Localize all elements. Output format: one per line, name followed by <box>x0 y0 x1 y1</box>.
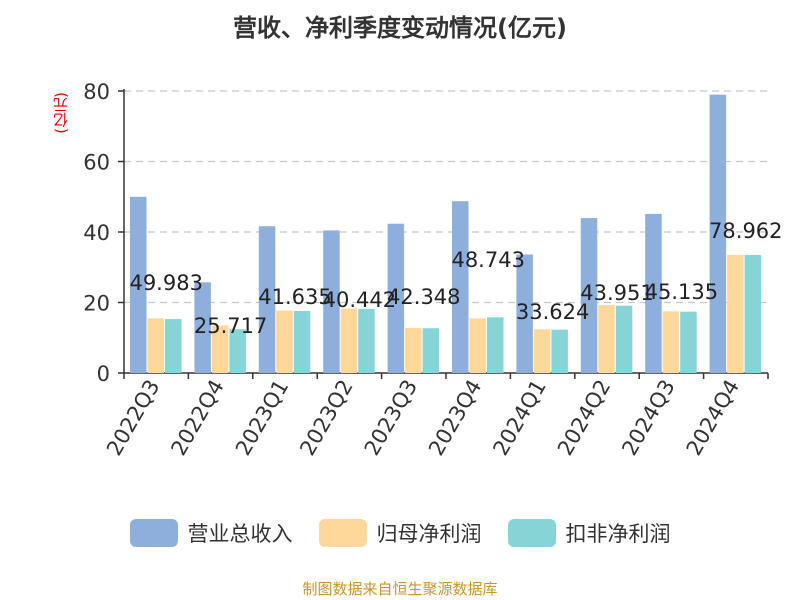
bar-deducted-profit <box>293 310 311 373</box>
bar-net-profit <box>211 325 229 373</box>
data-label-revenue: 42.348 <box>387 285 460 309</box>
x-tick-label: 2024Q2 <box>553 376 615 460</box>
y-tick-label: 40 <box>83 221 110 245</box>
legend-label-revenue: 营业总收入 <box>187 522 293 546</box>
bar-net-profit <box>147 318 164 373</box>
data-label-revenue: 48.743 <box>451 248 524 272</box>
bar-deducted-profit <box>229 329 246 373</box>
bar-deducted-profit <box>615 305 633 373</box>
bar-net-profit <box>276 310 293 373</box>
legend-label-net-profit: 归母净利润 <box>376 522 482 546</box>
bar-deducted-profit <box>422 328 440 373</box>
y-tick-label: 80 <box>83 80 110 104</box>
x-tick-label: 2024Q4 <box>682 376 744 460</box>
legend-label-deducted-profit: 扣非净利润 <box>565 522 671 546</box>
data-label-revenue: 33.624 <box>516 300 589 324</box>
x-tick-label: 2022Q4 <box>166 376 228 460</box>
data-label-revenue: 43.951 <box>580 281 653 305</box>
bar-net-profit <box>727 254 744 373</box>
bar-revenue <box>194 282 211 373</box>
legend: 营业总收入 归母净利润 扣非净利润 <box>0 518 800 548</box>
data-label-revenue: 40.442 <box>323 288 396 312</box>
bar-net-profit <box>533 329 551 373</box>
x-tick-label: 2023Q3 <box>360 376 422 460</box>
bar-revenue <box>387 223 405 373</box>
legend-swatch-net-profit <box>318 519 367 547</box>
bar-revenue <box>130 196 147 373</box>
y-tick-label: 20 <box>83 292 110 316</box>
legend-item-deducted-profit[interactable]: 扣非净利润 <box>507 518 671 548</box>
bar-deducted-profit <box>487 317 504 373</box>
bar-net-profit <box>340 308 358 373</box>
bar-deducted-profit <box>744 254 762 373</box>
x-tick-label: 2022Q3 <box>102 376 164 460</box>
bar-revenue <box>452 201 469 373</box>
legend-item-revenue[interactable]: 营业总收入 <box>129 518 293 548</box>
x-tick-label: 2024Q3 <box>617 376 679 460</box>
x-tick-label: 2024Q1 <box>488 376 550 460</box>
bar-net-profit <box>469 318 486 373</box>
bar-revenue <box>645 213 662 373</box>
bar-revenue <box>516 254 533 373</box>
legend-swatch-deducted-profit <box>507 519 556 547</box>
data-label-revenue: 41.635 <box>258 285 331 309</box>
bar-net-profit <box>662 311 680 373</box>
data-label-revenue: 25.717 <box>194 314 267 338</box>
legend-item-net-profit[interactable]: 归母净利润 <box>318 518 482 548</box>
data-label-revenue: 45.135 <box>645 280 718 304</box>
chart-title: 营收、净利季度变动情况(亿元) <box>233 14 567 42</box>
bar-deducted-profit <box>551 329 568 373</box>
x-tick-label: 2023Q2 <box>295 376 357 460</box>
legend-swatch-revenue <box>129 519 178 547</box>
y-tick-label: 0 <box>97 362 110 386</box>
bar-deducted-profit <box>680 311 697 373</box>
bar-revenue <box>580 218 598 373</box>
bar-revenue <box>709 94 727 374</box>
bar-deducted-profit <box>165 319 182 373</box>
data-source-note: 制图数据来自恒生聚源数据库 <box>302 580 498 598</box>
bar-revenue <box>258 226 276 373</box>
data-label-revenue: 78.962 <box>709 219 782 243</box>
y-tick-label: 60 <box>83 151 110 175</box>
bar-net-profit <box>598 304 615 373</box>
bar-revenue <box>323 230 340 373</box>
bar-net-profit <box>405 327 422 373</box>
bar-deducted-profit <box>358 308 375 373</box>
x-tick-label: 2023Q1 <box>231 376 293 460</box>
data-label-revenue: 49.983 <box>129 271 202 295</box>
x-tick-label: 2023Q4 <box>424 376 486 460</box>
